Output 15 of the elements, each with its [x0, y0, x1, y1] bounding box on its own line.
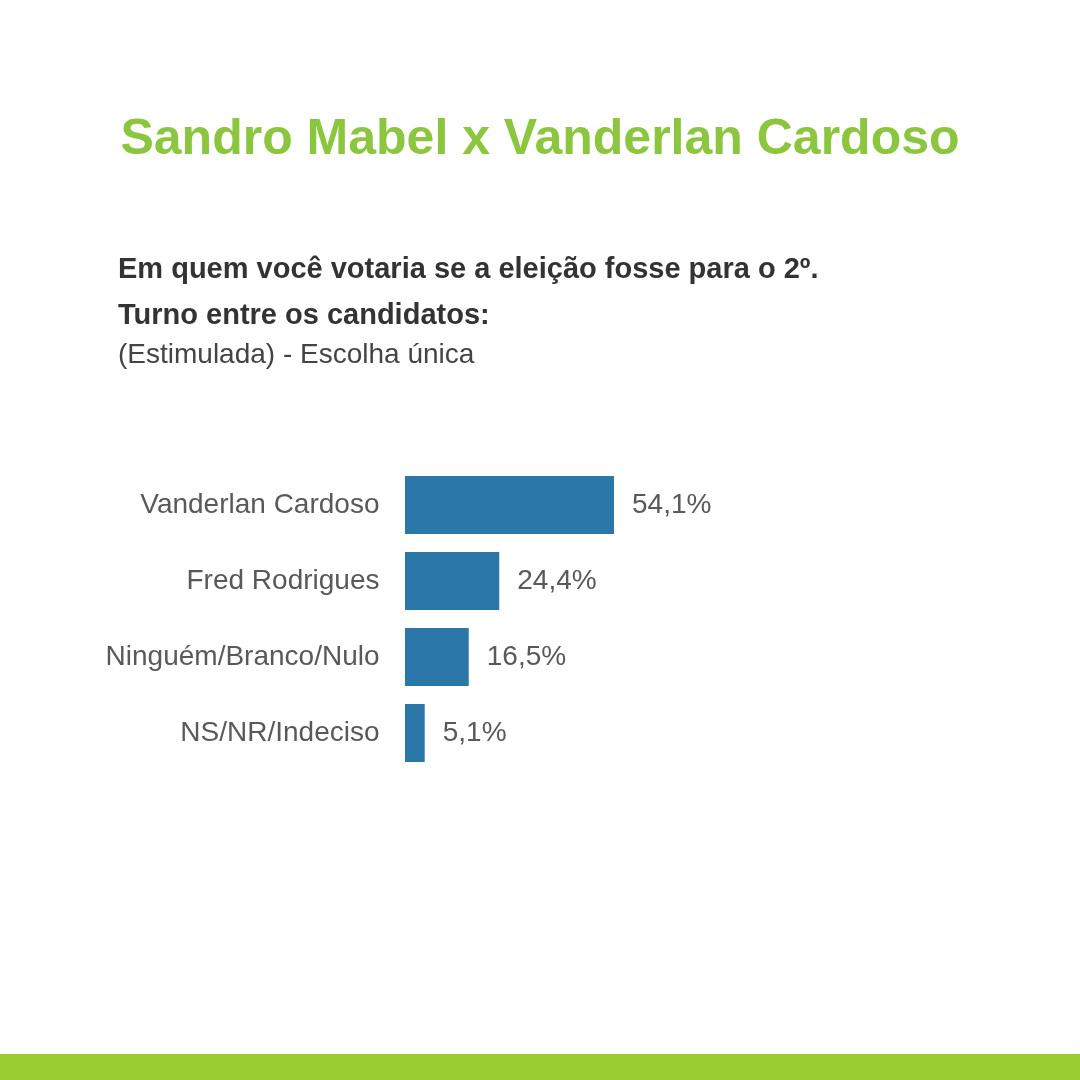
text: (Estimulada) - Escolha única	[118, 338, 475, 370]
data-label: 24,4%	[517, 564, 597, 595]
y-tick-label: NS/NR/Indeciso	[180, 716, 380, 747]
chart-title: Sandro Mabel x Vanderlan Cardoso	[119, 108, 961, 166]
data-label: 54,1%	[632, 488, 712, 519]
bar	[405, 476, 614, 534]
y-tick-label: Ninguém/Branco/Nulo	[105, 640, 380, 671]
y-tick-label: Vanderlan Cardoso	[140, 488, 380, 519]
bar	[405, 704, 425, 762]
y-tick-label: Fred Rodrigues	[186, 564, 380, 595]
bar	[405, 552, 500, 610]
data-label: 5,1%	[442, 716, 507, 747]
chart-subtitle: Em quem você votaria se a eleição fosse para o 2º. Turno entre os candidatos:	[118, 251, 820, 332]
data-label: 16,5%	[486, 640, 567, 671]
bar	[405, 628, 469, 686]
